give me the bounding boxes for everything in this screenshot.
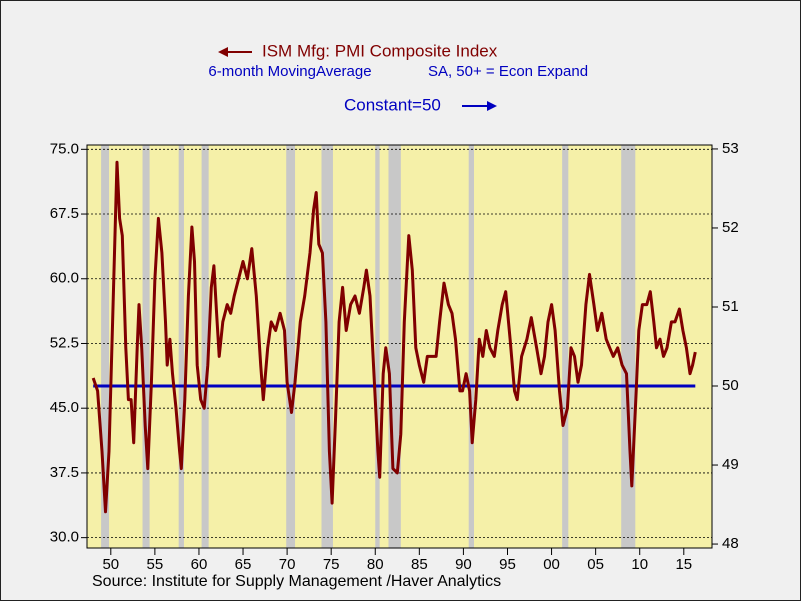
y-tick-label: 45.0 [50, 399, 79, 416]
recession-band [375, 145, 380, 548]
x-tick-label: 90 [455, 556, 472, 573]
legend-label: ISM Mfg: PMI Composite Index [262, 41, 498, 60]
y-tick-label: 30.0 [50, 529, 79, 546]
source: Source: Institute for Supply Management … [92, 573, 501, 590]
x-tick-label: 70 [279, 556, 296, 573]
x-tick-label: 80 [367, 556, 384, 573]
recession-band [468, 145, 474, 548]
legend-note: 6-month MovingAverage [208, 63, 371, 80]
legend-arrow-head [487, 101, 497, 111]
x-tick-label: 65 [235, 556, 252, 573]
y-tick-label: 67.5 [50, 205, 79, 222]
x-tick-label: 75 [323, 556, 340, 573]
y2-tick-label: 52 [722, 219, 739, 236]
x-tick-label: 05 [587, 556, 604, 573]
legend-note: SA, 50+ = Econ Expand [428, 63, 588, 80]
y-tick-label: 37.5 [50, 464, 79, 481]
recession-band [142, 145, 150, 548]
recession-band [178, 145, 184, 548]
legend-arrow-head [218, 47, 228, 57]
legend-label: Constant=50 [344, 95, 441, 114]
x-tick-label: 85 [411, 556, 428, 573]
recession-band [388, 145, 401, 548]
recession-band [286, 145, 296, 548]
y2-tick-label: 50 [722, 377, 739, 394]
y2-tick-label: 48 [722, 535, 739, 552]
recession-band [101, 145, 110, 548]
x-tick-label: 95 [499, 556, 516, 573]
x-tick-label: 10 [631, 556, 648, 573]
recession-band [201, 145, 209, 548]
y-tick-label: 60.0 [50, 270, 79, 287]
y2-tick-label: 53 [722, 140, 739, 157]
x-tick-label: 55 [147, 556, 164, 573]
x-tick-label: 50 [102, 556, 119, 573]
recession-band [562, 145, 569, 548]
series-line [91, 160, 697, 514]
y-tick-label: 52.5 [50, 334, 79, 351]
y2-tick-label: 51 [722, 298, 739, 315]
x-tick-label: 15 [675, 556, 692, 573]
y-tick-label: 75.0 [50, 140, 79, 157]
x-tick-label: 60 [191, 556, 208, 573]
y2-tick-label: 49 [722, 456, 739, 473]
plot-border [86, 144, 713, 549]
x-tick-label: 00 [543, 556, 560, 573]
recession-band [621, 145, 636, 548]
